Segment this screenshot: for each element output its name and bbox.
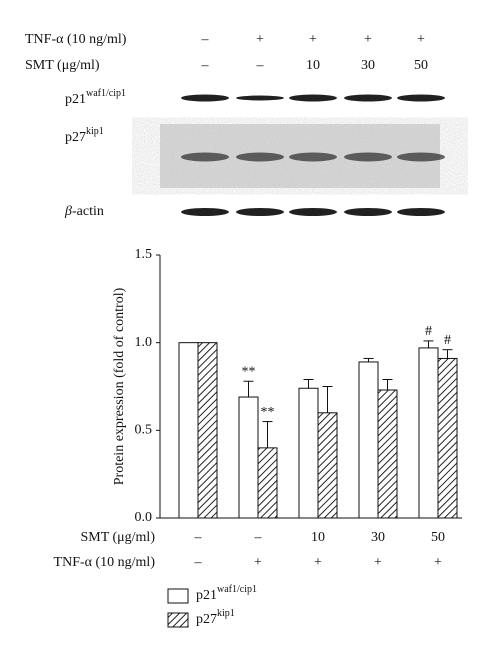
x-tick-label: + <box>374 555 382 570</box>
annotation: # <box>444 333 451 348</box>
band-label: β-actin <box>64 204 104 219</box>
x-tick-label: 50 <box>431 530 445 545</box>
x-tick-label: – <box>194 530 203 545</box>
blot-band <box>344 208 392 216</box>
blot-row-value: – <box>256 58 265 73</box>
x-tick-label: 10 <box>311 530 325 545</box>
legend-label: p21waf1/cip1 <box>196 584 257 603</box>
blot-band <box>289 208 337 216</box>
annotation: ** <box>261 405 275 420</box>
band-label: p21waf1/cip1 <box>65 88 126 107</box>
blot-band <box>236 152 284 162</box>
blot-band <box>181 152 229 162</box>
bar <box>437 357 458 519</box>
blot-band <box>397 208 445 216</box>
blot-row-value: 10 <box>306 58 320 73</box>
bar <box>298 387 319 519</box>
x-tick-label: 30 <box>371 530 385 545</box>
annotation: ** <box>242 364 256 379</box>
bar <box>257 447 278 519</box>
blot-band <box>181 94 229 102</box>
bar <box>178 342 199 519</box>
x-row-label: TNF-α (10 ng/ml) <box>54 555 156 570</box>
blot-row-value: + <box>364 32 372 47</box>
y-axis-label: Protein expression (fold of control) <box>112 287 127 485</box>
band-label-base: p21 <box>65 92 86 107</box>
blot-row-value: 30 <box>361 58 375 73</box>
blot-band <box>236 208 284 216</box>
band-label-sup: waf1/cip1 <box>86 88 126 99</box>
blot-band <box>344 94 392 102</box>
bar <box>317 412 338 519</box>
band-label-sup: kip1 <box>86 126 104 137</box>
legend-label-base: p27 <box>196 612 217 627</box>
y-tick-label: 1.5 <box>135 247 153 262</box>
legend-label-sup: kip1 <box>217 608 235 619</box>
legend-label-sup: waf1/cip1 <box>217 584 257 595</box>
x-tick-label: + <box>314 555 322 570</box>
blot-row-value: + <box>309 32 317 47</box>
blot-row-value: – <box>201 58 210 73</box>
annotation: # <box>425 324 432 339</box>
blot-band <box>397 152 445 162</box>
blot-row-label: TNF-α (10 ng/ml) <box>25 32 127 47</box>
blot-band <box>344 152 392 162</box>
band-label-base: p27 <box>65 130 86 145</box>
blot-row-value: – <box>201 32 210 47</box>
y-tick-label: 1.0 <box>135 335 153 350</box>
band-label: p27kip1 <box>65 126 104 145</box>
bar <box>197 342 218 519</box>
bar <box>238 396 259 519</box>
x-row-label: SMT (μg/ml) <box>80 530 155 545</box>
blot-band <box>397 94 445 102</box>
bar <box>358 361 379 519</box>
bar <box>418 347 439 519</box>
y-tick-label: 0.0 <box>135 510 153 525</box>
x-tick-label: + <box>254 555 262 570</box>
blot-band <box>181 208 229 216</box>
x-tick-label: – <box>254 530 263 545</box>
bar <box>377 389 398 519</box>
legend-swatch <box>167 612 189 628</box>
blot-row-label: SMT (μg/ml) <box>25 58 100 73</box>
x-tick-label: + <box>434 555 442 570</box>
band-label-suffix: -actin <box>72 204 104 219</box>
blot-band <box>289 94 337 102</box>
blot-row-value: 50 <box>414 58 428 73</box>
legend-swatch <box>167 588 189 604</box>
band-label-base: β <box>64 204 72 219</box>
y-tick-label: 0.5 <box>135 423 153 438</box>
blot-row-value: + <box>417 32 425 47</box>
blot-band <box>289 152 337 162</box>
legend-label-base: p21 <box>196 588 217 603</box>
blot-band <box>236 95 284 101</box>
x-tick-label: – <box>194 555 203 570</box>
legend-label: p27kip1 <box>196 608 235 627</box>
blot-row-value: + <box>256 32 264 47</box>
